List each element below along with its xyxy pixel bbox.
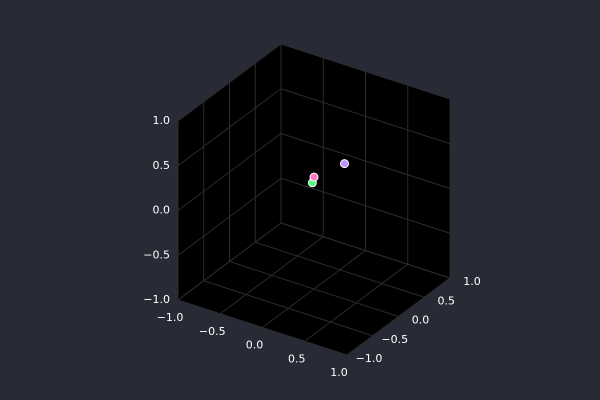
back-grid-z-3 xyxy=(280,88,451,145)
floor-grid-x-4 xyxy=(346,277,451,356)
left-grid-z-3 xyxy=(177,88,282,167)
x-tick-label: −1.0 xyxy=(157,311,184,324)
floor-grid-y-4 xyxy=(280,222,451,279)
back-grid-z-2 xyxy=(280,133,451,189)
z-tick-label: 1.0 xyxy=(153,114,171,127)
y-tick-label: 0.0 xyxy=(412,314,430,327)
y-tick-label: −1.0 xyxy=(356,352,383,365)
x-tick-label: 0.0 xyxy=(246,339,264,352)
y-tick-label: −0.5 xyxy=(381,333,408,346)
x-tick-label: −0.5 xyxy=(199,325,226,338)
x-tick-label: 1.0 xyxy=(330,366,348,379)
y-tick-label: 1.0 xyxy=(463,275,481,288)
z-tick-label: −0.5 xyxy=(143,248,170,261)
data-point-2 xyxy=(340,159,349,169)
floor-grid-y-2 xyxy=(229,261,399,317)
tick-labels: −1.0 −0.5 0.0 0.5 1.0 −1.0 −0.5 0.0 0.5 1.0 −1.0 −0… xyxy=(143,114,480,379)
back-grid-z-4 xyxy=(280,43,451,100)
data-point-1 xyxy=(309,172,319,182)
left-grid-z-2 xyxy=(177,133,282,211)
y-tick-label: 0.5 xyxy=(438,294,456,307)
floor-grid-y-3 xyxy=(255,241,425,298)
data-points xyxy=(307,159,349,188)
grid-lines xyxy=(177,43,451,356)
floor-grid-x-3 xyxy=(304,263,409,342)
z-tick-label: 0.0 xyxy=(153,204,171,217)
z-tick-label: −1.0 xyxy=(143,293,170,306)
z-tick-label: 0.5 xyxy=(153,159,171,172)
left-grid-z-4 xyxy=(177,43,282,122)
x-tick-label: 0.5 xyxy=(288,352,306,365)
